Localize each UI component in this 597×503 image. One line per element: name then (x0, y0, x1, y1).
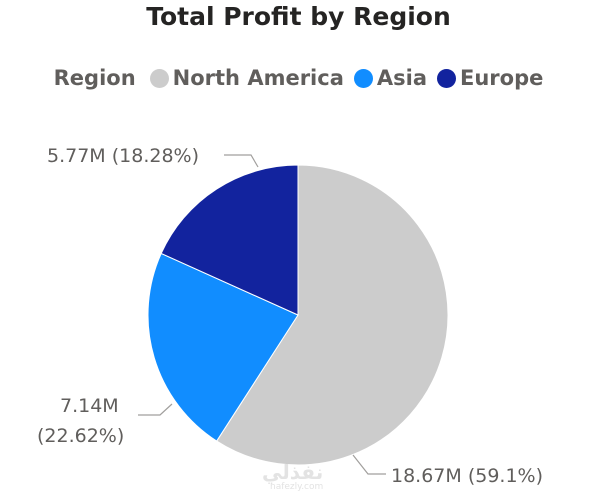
legend-item-asia[interactable]: Asia (353, 66, 427, 90)
data-label-europe: 5.77M (18.28%) (47, 145, 199, 167)
legend-item-europe[interactable]: Europe (437, 66, 543, 90)
legend-swatch-europe (437, 68, 456, 88)
legend: Region North America Asia Europe (0, 66, 597, 90)
watermark-url: nafezly.com (270, 482, 324, 492)
legend-swatch-north-america (149, 68, 169, 88)
watermark-logo-text: نفذلي (262, 460, 324, 484)
pie-slice-europe[interactable] (160, 164, 299, 316)
leader-line-asia (138, 403, 173, 416)
legend-title: Region (53, 66, 136, 90)
pie-slice-asia[interactable] (147, 252, 299, 442)
legend-item-north-america[interactable]: North America (149, 66, 344, 90)
legend-label-asia: Asia (376, 66, 427, 90)
chart-title: Total Profit by Region (146, 2, 451, 31)
leader-line-europe (224, 154, 259, 168)
leader-line-north-america (352, 454, 386, 475)
data-label-asia-value: 7.14M (60, 395, 119, 417)
data-label-asia-percent: (22.62%) (37, 425, 124, 447)
watermark: نفذلي nafezly.com (262, 462, 323, 492)
data-label-north-america: 18.67M (59.1%) (391, 465, 543, 487)
pie-slice-north-america[interactable] (215, 164, 449, 466)
legend-label-europe: Europe (460, 66, 544, 90)
legend-label-north-america: North America (172, 66, 344, 90)
legend-swatch-asia (353, 68, 373, 88)
